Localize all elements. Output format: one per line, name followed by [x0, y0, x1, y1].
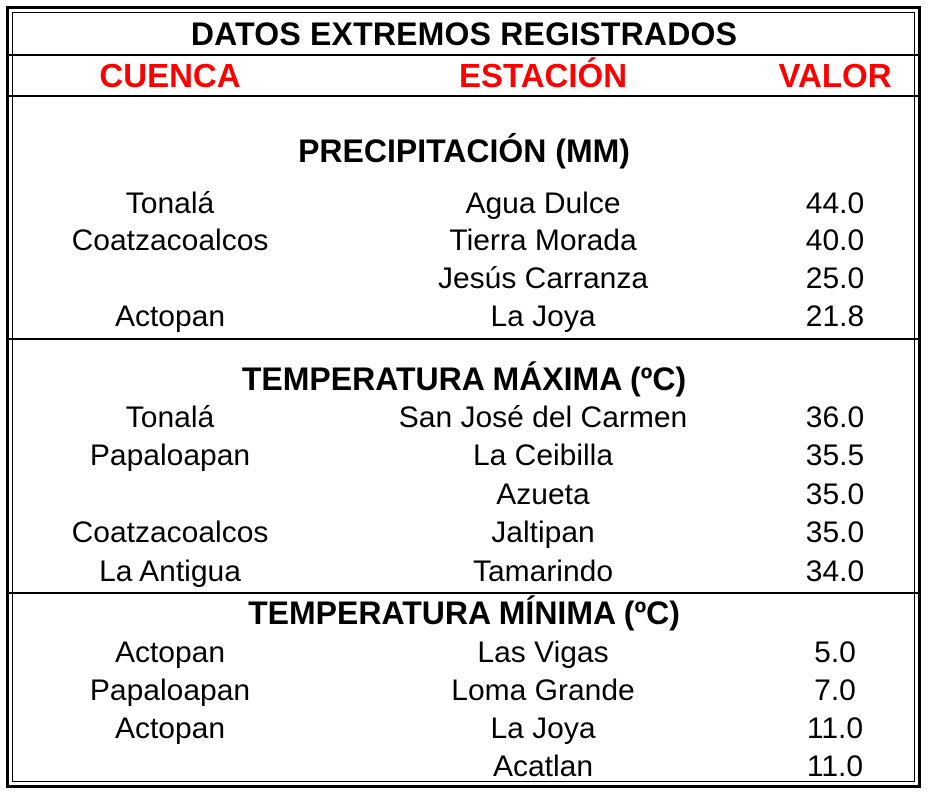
table-row: Coatzacoalcos Jaltipan 35.0 — [0, 514, 928, 552]
cell-valor: 35.0 — [805, 478, 865, 511]
table-row: Coatzacoalcos Tierra Morada 40.0 — [0, 222, 928, 260]
section-divider — [8, 592, 920, 594]
cell-valor: 36.0 — [805, 401, 865, 434]
table-row: Actopan La Joya 11.0 — [0, 710, 928, 748]
table-row: Azueta 35.0 — [0, 476, 928, 514]
cell-valor: 21.8 — [805, 300, 865, 333]
table-title: DATOS EXTREMOS REGISTRADOS — [190, 16, 738, 52]
header-estacion: ESTACIÓN — [458, 57, 628, 94]
section-title-precipitacion: PRECIPITACIÓN (MM) — [298, 133, 630, 169]
cell-estacion: Acatlan — [492, 750, 594, 783]
cell-valor: 11.0 — [806, 750, 864, 783]
table-row: La Antigua Tamarindo 34.0 — [0, 553, 928, 591]
cell-estacion: Jesús Carranza — [437, 262, 649, 295]
header-cuenca: CUENCA — [99, 57, 241, 94]
cell-cuenca: Coatzacoalcos — [71, 224, 269, 257]
table-row: Jesús Carranza 25.0 — [0, 260, 928, 298]
table-row: Papaloapan Loma Grande 7.0 — [0, 672, 928, 710]
cell-valor: 7.0 — [814, 674, 856, 707]
cell-estacion: Azueta — [496, 478, 590, 511]
table-row: Papaloapan La Ceibilla 35.5 — [0, 437, 928, 475]
cell-valor: 35.0 — [805, 516, 865, 549]
cell-estacion: Tierra Morada — [449, 224, 637, 257]
cell-cuenca: Actopan — [114, 636, 226, 669]
cell-estacion: Agua Dulce — [465, 187, 621, 220]
cell-estacion: La Ceibilla — [472, 439, 614, 472]
table-row: Acatlan 11.0 — [0, 748, 928, 786]
table-frame — [6, 6, 921, 788]
cell-valor: 44.0 — [805, 187, 865, 220]
cell-valor: 34.0 — [805, 555, 865, 588]
cell-cuenca: Tonalá — [125, 187, 215, 220]
section-title-temp-max: TEMPERATURA MÁXIMA (ºC) — [241, 361, 687, 397]
cell-estacion: Las Vigas — [477, 636, 609, 669]
cell-estacion: Jaltipan — [491, 516, 595, 549]
table-row: Tonalá Agua Dulce 44.0 — [0, 185, 928, 223]
cell-valor: 35.5 — [805, 439, 865, 472]
cell-estacion: La Joya — [490, 712, 596, 745]
cell-cuenca: Actopan — [114, 300, 226, 333]
cell-cuenca: La Antigua — [99, 555, 241, 588]
section-divider — [8, 338, 920, 340]
table-row: Tonalá San José del Carmen 36.0 — [0, 399, 928, 437]
table-row: Actopan La Joya 21.8 — [0, 298, 928, 336]
cell-valor: 40.0 — [805, 224, 865, 257]
cell-estacion: San José del Carmen — [398, 401, 688, 434]
cell-valor: 11.0 — [806, 712, 864, 745]
header-valor: VALOR — [778, 57, 892, 94]
cell-estacion: La Joya — [490, 300, 596, 333]
cell-valor: 5.0 — [814, 636, 856, 669]
cell-cuenca: Tonalá — [125, 401, 215, 434]
cell-estacion: Tamarindo — [472, 555, 614, 588]
title-divider — [8, 54, 920, 56]
cell-cuenca: Actopan — [114, 712, 226, 745]
cell-cuenca: Coatzacoalcos — [71, 516, 269, 549]
header-divider — [8, 95, 920, 97]
cell-valor: 25.0 — [805, 262, 865, 295]
section-title-temp-min: TEMPERATURA MÍNIMA (ºC) — [248, 595, 680, 631]
cell-cuenca: Papaloapan — [89, 439, 251, 472]
table-row: Actopan Las Vigas 5.0 — [0, 634, 928, 672]
cell-cuenca: Papaloapan — [89, 674, 251, 707]
cell-estacion: Loma Grande — [451, 674, 635, 707]
